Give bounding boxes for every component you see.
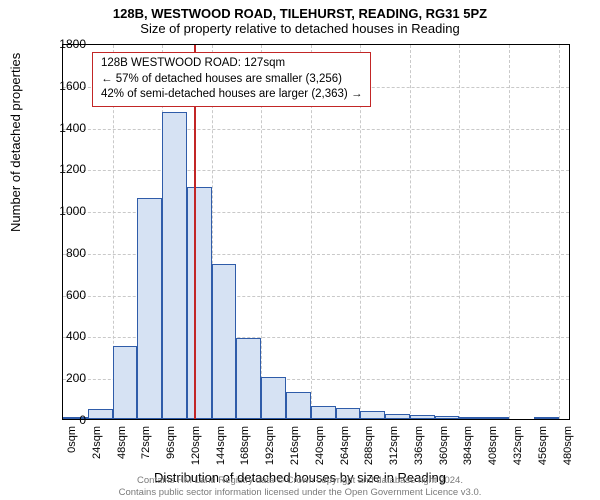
- gridline-v: [509, 45, 510, 419]
- y-tick-label: 800: [46, 246, 86, 260]
- x-tick-label: 336sqm: [413, 426, 425, 472]
- x-tick-label: 48sqm: [116, 426, 128, 472]
- x-tick-label: 432sqm: [512, 426, 524, 472]
- x-tick-label: 72sqm: [140, 426, 152, 472]
- histogram-bar: [187, 187, 212, 419]
- x-tick-label: 264sqm: [339, 426, 351, 472]
- x-tick-label: 0sqm: [66, 426, 78, 472]
- figure-container: 128B, WESTWOOD ROAD, TILEHURST, READING,…: [0, 0, 600, 500]
- histogram-bar: [360, 411, 385, 419]
- histogram-bar: [311, 406, 336, 419]
- annotation-line-3: 42% of semi-detached houses are larger (…: [101, 87, 362, 103]
- x-tick-label: 288sqm: [363, 426, 375, 472]
- x-tick-label: 408sqm: [487, 426, 499, 472]
- histogram-bar: [534, 417, 559, 419]
- x-tick-label: 144sqm: [215, 426, 227, 472]
- footer-attribution: Contains HM Land Registry data © Crown c…: [0, 475, 600, 498]
- histogram-bar: [261, 377, 286, 419]
- x-tick-label: 192sqm: [264, 426, 276, 472]
- y-tick-label: 200: [46, 371, 86, 385]
- x-tick-label: 168sqm: [239, 426, 251, 472]
- x-tick-label: 96sqm: [165, 426, 177, 472]
- histogram-bar: [336, 408, 361, 419]
- y-tick-label: 400: [46, 329, 86, 343]
- x-tick-label: 24sqm: [91, 426, 103, 472]
- gridline-v: [559, 45, 560, 419]
- x-tick-label: 384sqm: [462, 426, 474, 472]
- histogram-bar: [236, 338, 261, 419]
- y-tick-label: 600: [46, 288, 86, 302]
- annotation-line-2: ← 57% of detached houses are smaller (3,…: [101, 72, 362, 88]
- x-tick-label: 456sqm: [537, 426, 549, 472]
- histogram-bar: [435, 416, 460, 419]
- y-tick-label: 1000: [46, 204, 86, 218]
- gridline-v: [410, 45, 411, 419]
- y-tick-label: 1800: [46, 37, 86, 51]
- annotation-line-1: 128B WESTWOOD ROAD: 127sqm: [101, 56, 362, 72]
- histogram-bar: [162, 112, 187, 419]
- y-tick-label: 1600: [46, 79, 86, 93]
- footer-line-1: Contains HM Land Registry data © Crown c…: [0, 475, 600, 486]
- y-tick-label: 1200: [46, 162, 86, 176]
- footer-line-2: Contains public sector information licen…: [0, 487, 600, 498]
- histogram-bar: [286, 392, 311, 419]
- histogram-bar: [385, 414, 410, 419]
- y-tick-label: 0: [46, 413, 86, 427]
- x-tick-label: 240sqm: [314, 426, 326, 472]
- gridline-h: [63, 170, 569, 171]
- histogram-bar: [88, 409, 113, 419]
- chart-subtitle: Size of property relative to detached ho…: [0, 21, 600, 38]
- annotation-box: 128B WESTWOOD ROAD: 127sqm ← 57% of deta…: [92, 52, 371, 107]
- y-axis-label: Number of detached properties: [8, 53, 23, 232]
- x-tick-label: 312sqm: [388, 426, 400, 472]
- histogram-bar: [484, 417, 509, 419]
- plot-outer: 128B WESTWOOD ROAD: 127sqm ← 57% of deta…: [62, 44, 570, 420]
- histogram-bar: [137, 198, 162, 419]
- x-tick-label: 120sqm: [190, 426, 202, 472]
- gridline-h: [63, 129, 569, 130]
- histogram-bar: [410, 415, 435, 419]
- gridline-v: [459, 45, 460, 419]
- chart-title: 128B, WESTWOOD ROAD, TILEHURST, READING,…: [0, 0, 600, 21]
- x-tick-label: 360sqm: [438, 426, 450, 472]
- y-tick-label: 1400: [46, 121, 86, 135]
- x-tick-label: 216sqm: [289, 426, 301, 472]
- histogram-bar: [212, 264, 237, 419]
- histogram-bar: [113, 346, 138, 419]
- histogram-bar: [459, 417, 484, 419]
- x-tick-label: 480sqm: [562, 426, 574, 472]
